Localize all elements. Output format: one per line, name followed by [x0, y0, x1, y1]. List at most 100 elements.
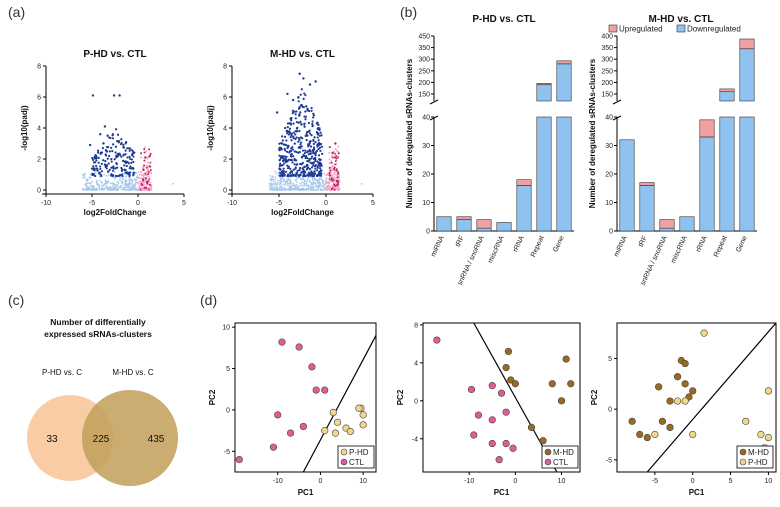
pca-point-ctl [495, 456, 503, 464]
point-downregulated [307, 121, 310, 125]
point-upregulated [330, 155, 333, 158]
pca-point-p-hd [673, 397, 682, 405]
y-tick-label: 6 [223, 95, 227, 102]
point-nonsignificant [303, 179, 306, 182]
point-nonsignificant [133, 178, 136, 180]
point-upregulated [149, 152, 152, 155]
point-downregulated [120, 166, 123, 170]
point-downregulated [290, 139, 293, 142]
point-nonsignificant [311, 188, 314, 190]
point-downregulated [311, 120, 314, 123]
point-downregulated [300, 171, 303, 174]
point-upregulated [141, 179, 144, 182]
pca-point-m-hd [689, 387, 697, 395]
pca-point-m-hd [502, 364, 510, 372]
pca-point-m-hd [681, 380, 689, 388]
point-nonsignificant [281, 177, 284, 180]
point-nonsignificant [90, 180, 93, 183]
point-nonsignificant [338, 176, 341, 178]
bar-upregulated [556, 60, 572, 65]
point-nonsignificant [283, 186, 286, 189]
point-downregulated [308, 158, 311, 162]
point-nonsignificant [284, 183, 287, 186]
x-tick-label: 0 [136, 200, 140, 207]
point-nonsignificant [293, 184, 295, 186]
point-downregulated [298, 72, 301, 75]
point-downregulated [289, 158, 292, 162]
point-nonsignificant [335, 174, 337, 177]
point-downregulated [294, 159, 297, 162]
bar-upregulated [719, 88, 735, 93]
y-tick-label: -4 [412, 436, 418, 443]
point-downregulated [278, 171, 282, 174]
point-downregulated [126, 156, 129, 159]
point-nonsignificant [128, 179, 131, 182]
x-tick-label: 0 [324, 200, 328, 207]
point-nonsignificant [276, 182, 279, 184]
point-nonsignificant [360, 182, 363, 185]
point-nonsignificant [296, 187, 299, 190]
point-nonsignificant [123, 183, 126, 186]
point-downregulated [298, 166, 302, 170]
point-downregulated [305, 105, 308, 108]
bar-downregulated [436, 216, 452, 232]
point-nonsignificant [116, 184, 119, 187]
axis-break-mark [429, 99, 439, 105]
category-label: tRF [638, 235, 649, 248]
y-tick-label: 400 [601, 34, 613, 41]
point-nonsignificant [100, 181, 103, 184]
pca-point-p-hd [764, 433, 773, 442]
point-nonsignificant [287, 182, 290, 185]
point-nonsignificant [102, 184, 105, 187]
point-downregulated [303, 155, 307, 158]
point-downregulated [288, 131, 292, 134]
point-nonsignificant [106, 180, 109, 183]
point-downregulated [91, 156, 94, 160]
point-downregulated [128, 149, 131, 152]
point-downregulated [281, 155, 284, 158]
point-nonsignificant [142, 174, 145, 176]
pca-point-ctl [295, 343, 303, 351]
point-downregulated [314, 159, 317, 163]
point-downregulated [320, 145, 324, 148]
category-label: miscRNA [670, 235, 689, 265]
point-downregulated [317, 126, 320, 130]
point-nonsignificant [143, 183, 145, 186]
bar-upregulated [476, 219, 492, 229]
point-nonsignificant [327, 187, 330, 189]
point-downregulated [292, 174, 296, 177]
pca-point-m-hd [507, 376, 515, 384]
x-tick-label: 0 [513, 478, 517, 485]
point-downregulated [110, 158, 113, 161]
point-upregulated [338, 187, 341, 190]
point-downregulated [106, 134, 109, 137]
point-downregulated [316, 143, 319, 146]
point-nonsignificant [114, 189, 116, 191]
point-downregulated [301, 155, 304, 158]
pca-point-p-hd [700, 329, 708, 337]
point-upregulated [331, 179, 334, 182]
venn-circle-mhd [82, 390, 178, 486]
point-upregulated [143, 164, 146, 167]
point-nonsignificant [98, 185, 101, 188]
point-downregulated [282, 167, 285, 170]
y-tick-label: 0 [414, 398, 418, 405]
point-downregulated [295, 110, 298, 113]
point-downregulated [124, 161, 128, 165]
point-downregulated [319, 159, 322, 162]
point-downregulated [91, 172, 94, 175]
point-nonsignificant [312, 182, 315, 184]
legend-marker [340, 458, 348, 466]
point-downregulated [298, 168, 301, 172]
pca-point-ctl [488, 439, 496, 448]
point-downregulated [101, 146, 105, 150]
point-nonsignificant [111, 182, 114, 185]
point-nonsignificant [307, 184, 310, 187]
point-downregulated [317, 123, 320, 127]
point-nonsignificant [325, 174, 328, 176]
point-downregulated [281, 135, 284, 138]
point-downregulated [117, 152, 120, 156]
point-downregulated [292, 122, 295, 125]
legend-swatch-upregulated [608, 24, 618, 33]
point-downregulated [111, 134, 114, 137]
